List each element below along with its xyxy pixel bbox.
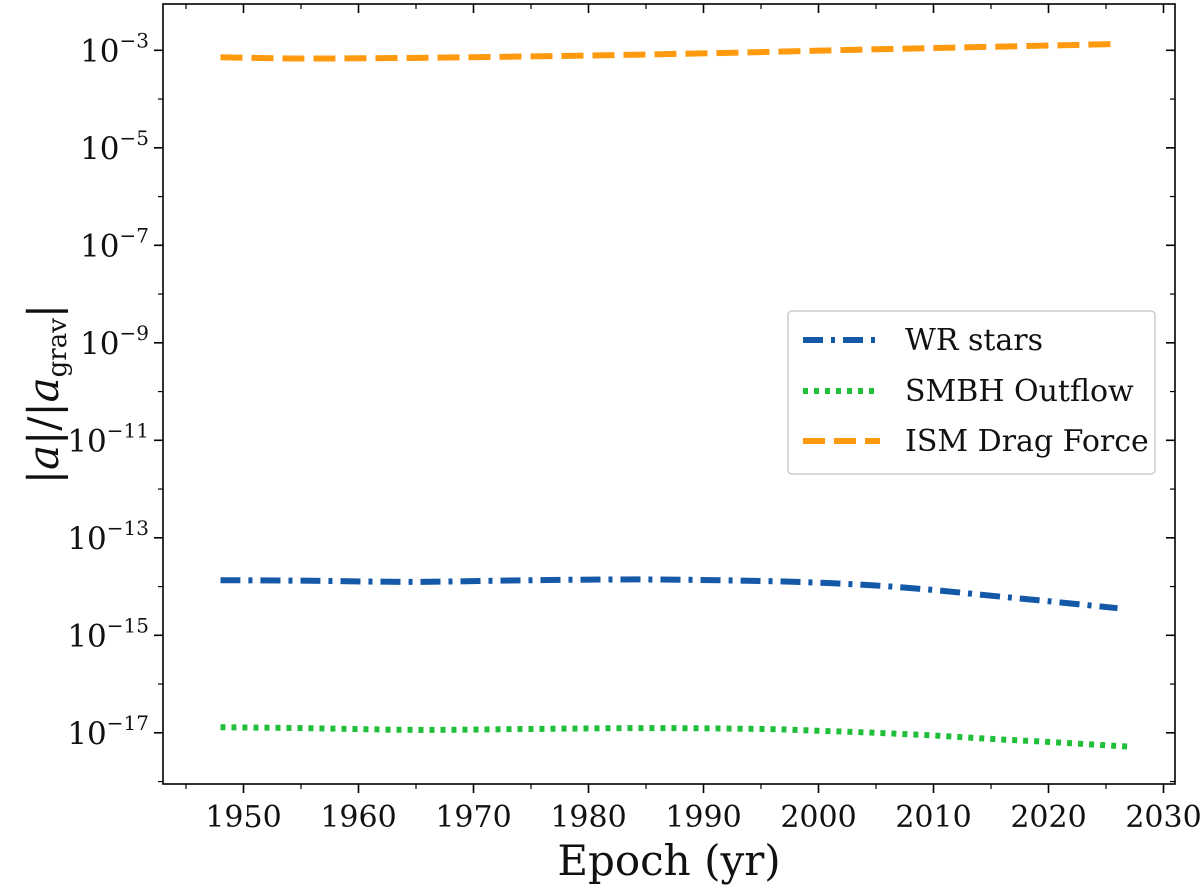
y-axis-label-denominator: a <box>19 377 68 402</box>
y-tick-label-base: 10 <box>67 521 106 557</box>
y-axis-label-numerator: a <box>19 445 68 470</box>
x-tick-label: 1960 <box>320 800 396 835</box>
y-tick-label: 10−5 <box>80 126 149 167</box>
y-tick-label-base: 10 <box>80 33 119 69</box>
y-tick-label: 10−3 <box>80 28 149 69</box>
y-axis-label-bar-right: | <box>19 304 68 318</box>
y-tick-label-exponent: −17 <box>107 711 149 735</box>
y-tick-label-exponent: −7 <box>120 223 149 247</box>
y-tick-label-exponent: −5 <box>120 126 149 150</box>
y-tick-label-base: 10 <box>67 423 106 459</box>
y-tick-label-exponent: −3 <box>120 28 149 52</box>
y-tick-label-exponent: −13 <box>107 516 149 540</box>
series-layer <box>220 40 1130 750</box>
y-tick-label: 10−17 <box>67 711 149 752</box>
y-axis-label: |a|/|agrav| <box>19 304 73 484</box>
legend-box <box>787 310 1156 475</box>
y-tick-label: 10−7 <box>80 223 149 264</box>
y-tick-label: 10−9 <box>80 321 149 362</box>
x-axis-label: Epoch (yr) <box>557 836 780 885</box>
y-axis-label-bar-left: | <box>19 470 68 484</box>
x-tick-label: 1990 <box>665 800 741 835</box>
y-axis-label-bar-mid: |/| <box>19 402 68 444</box>
y-tick-label: 10−13 <box>67 516 149 557</box>
y-tick-label-base: 10 <box>80 228 119 264</box>
x-tick-label: 1980 <box>550 800 626 835</box>
y-tick-label-base: 10 <box>80 131 119 167</box>
y-tick-label-base: 10 <box>67 716 106 752</box>
series-line-0 <box>220 576 1118 612</box>
y-axis-label-subscript: grav <box>43 318 73 378</box>
x-axis: 1950 1960 1970 1980 1990 2000 2010 2020 2030 <box>185 4 1200 835</box>
y-tick-label: 10−15 <box>67 613 149 654</box>
x-tick-label: 1970 <box>435 800 511 835</box>
y-tick-label: 10−11 <box>67 418 149 459</box>
legend: WR stars SMBH Outflow ISM Drag Force <box>787 310 1156 475</box>
y-tick-label-exponent: −11 <box>107 418 149 442</box>
legend-label-wr: WR stars <box>905 323 1043 358</box>
y-tick-label-base: 10 <box>67 618 106 654</box>
legend-label-ism: ISM Drag Force <box>905 424 1149 459</box>
svg-text:|a|/|agrav|: |a|/|agrav| <box>19 304 73 484</box>
x-tick-label: 2030 <box>1125 800 1200 835</box>
legend-label-smbh: SMBH Outflow <box>905 374 1134 409</box>
series-line-2 <box>220 40 1118 62</box>
y-tick-label-exponent: −9 <box>120 321 149 345</box>
x-tick-label: 2020 <box>1010 800 1086 835</box>
y-tick-label-base: 10 <box>80 326 119 362</box>
x-tick-label: 1950 <box>205 800 281 835</box>
series-line-1 <box>220 724 1130 750</box>
x-tick-label: 2010 <box>895 800 971 835</box>
x-tick-label: 2000 <box>780 800 856 835</box>
y-tick-label-exponent: −15 <box>107 613 149 637</box>
